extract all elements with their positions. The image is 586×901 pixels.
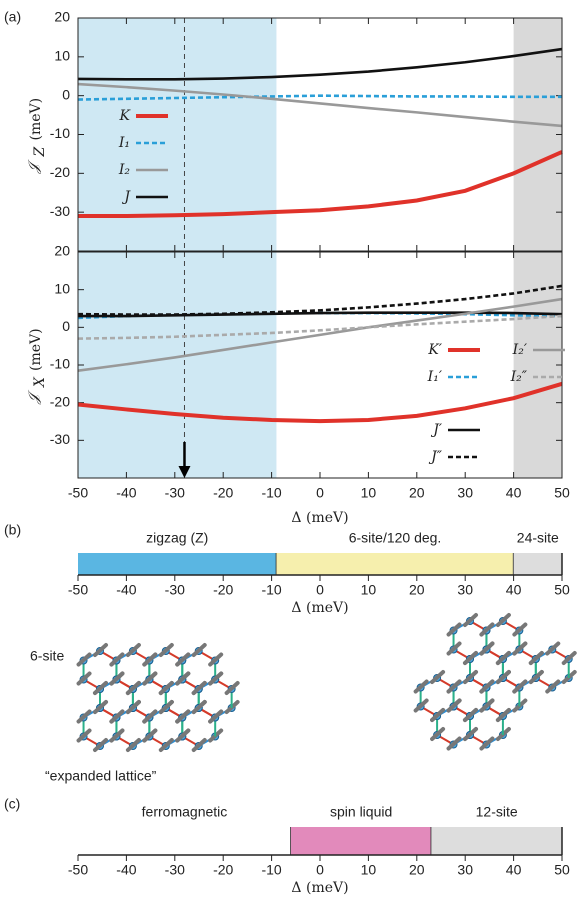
y-tick-label: -30 — [50, 203, 70, 219]
structure-label: 6-site — [30, 648, 64, 664]
shaded-region — [514, 252, 562, 478]
y-axis-label-symbol: 𝒥 — [26, 158, 42, 174]
shaded-region — [78, 252, 276, 478]
lattice-illustrations — [79, 615, 575, 750]
phase-bar — [78, 827, 291, 855]
x-tick-label: 40 — [506, 582, 522, 598]
y-tick-label: -30 — [50, 431, 70, 447]
x-tick-label: -10 — [261, 582, 281, 598]
x-tick-label: 20 — [409, 485, 425, 501]
x-tick-label: -20 — [213, 485, 233, 501]
phase-label: ferromagnetic — [142, 804, 228, 820]
x-tick-label: 40 — [506, 485, 522, 501]
x-axis-label: Δ (meV) — [291, 880, 348, 896]
figure: -30-20-1001020KI₁I₂J𝒥Z(meV)(a)-30-20-100… — [0, 0, 586, 901]
x-tick-label: -40 — [116, 582, 136, 598]
legend-label: I₁ — [118, 135, 130, 151]
x-tick-label: -40 — [116, 485, 136, 501]
x-tick-label: -50 — [68, 485, 88, 501]
y-tick-label: 10 — [54, 48, 70, 64]
phase-bar — [514, 553, 562, 575]
x-tick-label: -50 — [68, 582, 88, 598]
y-axis-label-symbol: 𝒥 — [26, 389, 42, 405]
phase-bar — [78, 553, 276, 575]
phase-label: zigzag (Z) — [146, 530, 208, 546]
x-tick-label: -30 — [165, 485, 185, 501]
legend-label: I₂″ — [510, 369, 528, 385]
legend-label: I₂ — [118, 162, 131, 178]
x-tick-label: 0 — [316, 862, 324, 878]
legend-label: J′ — [430, 422, 443, 438]
x-tick-label: 20 — [409, 582, 425, 598]
y-axis-label-unit: (meV) — [28, 98, 44, 141]
x-tick-label: -10 — [261, 862, 281, 878]
legend-label: K′ — [427, 342, 442, 358]
y-axis-label: 𝒥X (meV) — [26, 328, 48, 404]
y-axis-label: 𝒥Z (meV) — [26, 98, 48, 174]
annotation: “expanded lattice” — [45, 768, 157, 784]
x-tick-label: 50 — [554, 485, 570, 501]
panel-label: (a) — [4, 9, 21, 25]
y-tick-label: 10 — [54, 280, 70, 296]
x-tick-label: -20 — [213, 582, 233, 598]
x-tick-label: -50 — [68, 862, 88, 878]
y-tick-label: 20 — [54, 243, 70, 259]
x-tick-label: -30 — [165, 582, 185, 598]
x-tick-label: 30 — [457, 485, 473, 501]
legend-label: K — [119, 108, 132, 124]
x-tick-label: 10 — [361, 485, 377, 501]
panel-label: (c) — [4, 796, 20, 812]
y-tick-label: 20 — [54, 9, 70, 25]
phase-label: 12-site — [476, 804, 518, 820]
x-tick-label: -20 — [213, 862, 233, 878]
legend-label: J″ — [428, 449, 443, 465]
phase-label: 6-site/120 deg. — [349, 530, 442, 546]
y-tick-label: 0 — [62, 86, 70, 102]
x-axis-label: Δ (meV) — [291, 510, 348, 526]
y-tick-label: -10 — [50, 125, 70, 141]
y-axis-label-unit: (meV) — [28, 328, 44, 371]
y-tick-label: -20 — [50, 393, 70, 409]
x-tick-label: 50 — [554, 582, 570, 598]
x-tick-label: 20 — [409, 862, 425, 878]
panel-label: (b) — [4, 522, 21, 538]
x-tick-label: 10 — [361, 862, 377, 878]
x-tick-label: -40 — [116, 862, 136, 878]
phase-label: spin liquid — [330, 804, 392, 820]
y-tick-label: -20 — [50, 164, 70, 180]
phase-bar — [276, 553, 513, 575]
phase-bar — [431, 827, 562, 855]
x-tick-label: -30 — [165, 862, 185, 878]
x-tick-label: 40 — [506, 862, 522, 878]
legend-label: I₁′ — [427, 369, 443, 385]
y-tick-label: -10 — [50, 356, 70, 372]
legend-label: I₂′ — [512, 342, 528, 358]
y-axis-label-sub: Z — [32, 147, 48, 158]
y-axis-label-sub: X — [32, 376, 48, 388]
x-tick-label: -10 — [261, 485, 281, 501]
x-tick-label: 10 — [361, 582, 377, 598]
x-tick-label: 30 — [457, 582, 473, 598]
phase-label: 24-site — [517, 530, 559, 546]
x-axis-label: Δ (meV) — [291, 600, 348, 616]
x-tick-label: 30 — [457, 862, 473, 878]
x-tick-label: 0 — [316, 582, 324, 598]
x-tick-label: 0 — [316, 485, 324, 501]
y-tick-label: 0 — [62, 318, 70, 334]
x-tick-label: 50 — [554, 862, 570, 878]
phase-bar — [291, 827, 431, 855]
